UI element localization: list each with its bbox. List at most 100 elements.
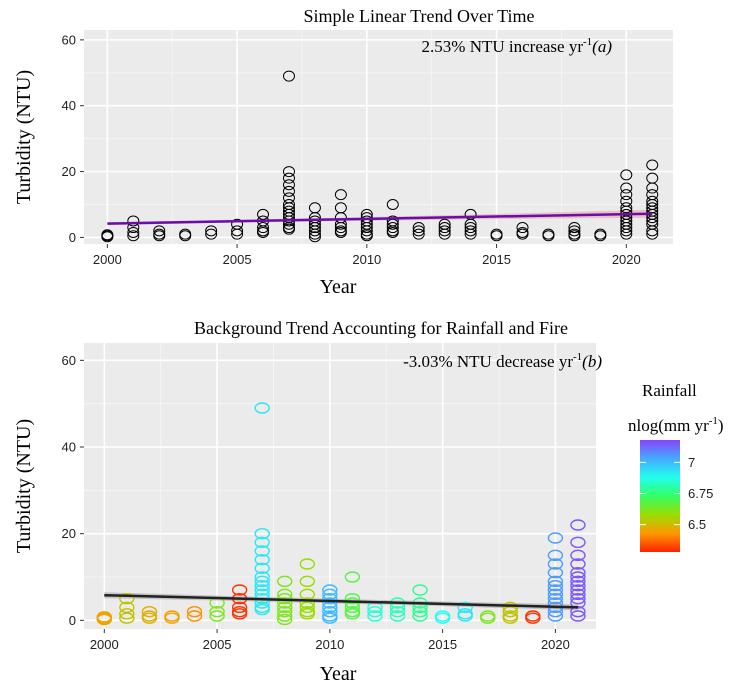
data-point [547, 575, 564, 588]
data-point [457, 601, 473, 614]
data-point [257, 226, 270, 238]
panel-a-annotation: 2.53% NTU increase yr-1(a) [422, 36, 613, 56]
panel-b-plot-background [84, 343, 596, 629]
data-point [299, 558, 315, 570]
data-point [367, 610, 383, 622]
data-point [282, 185, 295, 197]
data-point [308, 231, 321, 243]
data-point [570, 588, 586, 601]
panel-a: Simple Linear Trend Over Time 0 20 40 60 20… [13, 6, 673, 298]
panel-a-trend-line [107, 212, 653, 225]
data-point [547, 592, 564, 605]
data-point [322, 597, 338, 609]
data-point [620, 228, 633, 240]
data-point [322, 612, 338, 624]
data-point [490, 230, 503, 242]
panel-a-title: Simple Linear Trend Over Time [303, 6, 534, 26]
x-tick-label: 2015 [428, 637, 457, 652]
data-point [438, 222, 451, 234]
data-point [119, 612, 135, 624]
panel-a-plot-background [84, 30, 673, 244]
data-point [209, 610, 225, 622]
legend-tick-label: 6.75 [688, 486, 713, 501]
x-tick-label: 2015 [482, 252, 511, 267]
x-tick-label: 2005 [203, 637, 232, 652]
data-point [568, 225, 581, 237]
legend-tick-label: 7 [688, 455, 695, 470]
legend-colorbar [640, 440, 680, 552]
data-point [322, 605, 338, 618]
y-tick-label: 40 [62, 440, 76, 455]
data-point [282, 223, 295, 235]
data-point [570, 549, 586, 562]
data-point [322, 588, 338, 601]
data-point [386, 198, 399, 210]
data-point [570, 597, 586, 609]
data-point [119, 592, 135, 605]
data-point [438, 228, 451, 240]
data-point [570, 571, 586, 583]
data-point [412, 222, 425, 234]
data-point [547, 532, 564, 544]
y-tick-label: 0 [69, 613, 76, 628]
x-tick-label: 2005 [223, 252, 252, 267]
x-tick-label: 2010 [352, 252, 381, 267]
data-point [299, 597, 315, 609]
data-point [205, 225, 218, 237]
data-point [254, 579, 270, 592]
legend-title-line2: nlog(mm yr-1) [628, 415, 724, 435]
data-point [231, 601, 248, 614]
data-point [360, 222, 373, 234]
data-point [209, 605, 225, 618]
data-point [231, 608, 248, 620]
data-point [254, 562, 270, 575]
data-point [412, 605, 428, 618]
data-point [344, 571, 361, 583]
data-point [231, 228, 244, 240]
data-point [334, 226, 347, 238]
data-point [153, 225, 166, 237]
data-point [141, 612, 158, 624]
data-point [344, 597, 361, 609]
y-tick-label: 60 [62, 32, 76, 47]
legend-ticks: 6.5 6.75 7 [640, 455, 713, 532]
y-tick-label: 0 [69, 230, 76, 245]
data-point [502, 612, 518, 624]
data-point [547, 558, 564, 570]
data-point [308, 225, 321, 237]
data-point [277, 601, 293, 614]
data-point [547, 584, 564, 596]
data-point [127, 215, 140, 227]
data-point [434, 612, 451, 624]
data-point [412, 228, 425, 240]
data-point [308, 222, 321, 234]
panel-b-points [96, 402, 586, 626]
data-point [646, 182, 659, 194]
data-point [570, 566, 586, 579]
panel-a-x-axis-label: Year [320, 276, 357, 298]
data-point [570, 584, 586, 596]
data-point [464, 225, 477, 237]
data-point [547, 549, 564, 562]
data-point [502, 601, 518, 614]
data-point [254, 402, 270, 414]
data-point [254, 571, 270, 583]
legend-title-line1: Rainfall [642, 381, 697, 400]
data-point [119, 601, 135, 614]
data-point [542, 230, 555, 242]
data-point [322, 584, 338, 596]
data-point [299, 601, 315, 614]
data-point [282, 172, 295, 184]
data-point [254, 553, 270, 566]
data-point [334, 222, 347, 234]
data-point [570, 575, 586, 588]
panel-b-x-ticks: 2000 2005 2010 2015 2020 [90, 629, 570, 652]
panel-a-points [101, 70, 659, 243]
panel-a-y-ticks: 0 20 40 60 [62, 32, 84, 245]
data-point [322, 592, 338, 605]
data-point [438, 225, 451, 237]
data-point [277, 610, 293, 622]
data-point [186, 605, 203, 618]
panel-b-annotation: -3.03% NTU decrease yr-1(b) [403, 351, 602, 371]
data-point [282, 179, 295, 191]
